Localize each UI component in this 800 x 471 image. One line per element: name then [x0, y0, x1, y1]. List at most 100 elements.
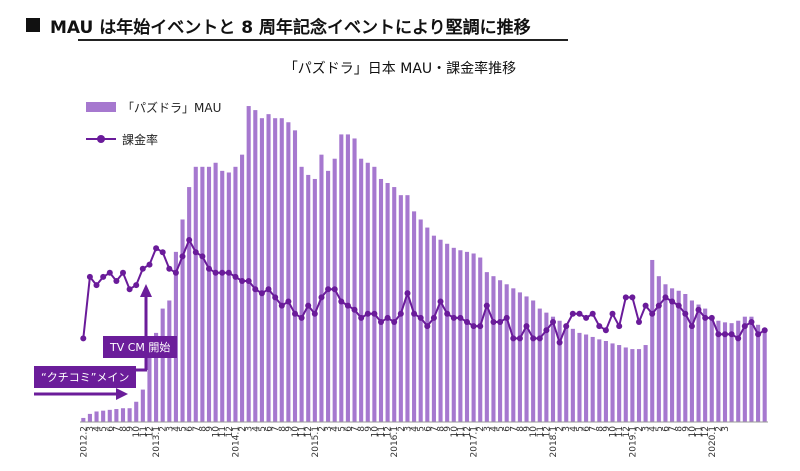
paying-rate-point — [153, 245, 160, 252]
paying-rate-point — [569, 310, 576, 317]
x-tick-label: 6 — [185, 426, 195, 432]
x-tick-label: 4 — [331, 426, 341, 432]
paying-rate-point — [682, 310, 689, 317]
x-tick-label: 2019.1 — [628, 426, 638, 458]
paying-rate-point — [464, 319, 470, 325]
x-tick-label: 2016.1 — [390, 426, 400, 458]
word-of-mouth-annotation: “クチコミ”メイン — [34, 366, 137, 388]
mau-bar — [603, 340, 608, 422]
mau-bar — [273, 118, 278, 422]
x-tick-label: 3 — [404, 426, 414, 432]
mau-bar — [722, 322, 728, 422]
x-tick-label: 3 — [245, 426, 255, 432]
paying-rate-point — [715, 331, 722, 338]
x-tick-label: 10 — [212, 426, 222, 438]
x-tick-label: 3 — [324, 426, 334, 432]
x-tick-label: 2 — [238, 426, 248, 432]
paying-rate-point — [616, 323, 623, 330]
x-tick-label: 9 — [284, 426, 294, 432]
x-tick-label: 8 — [595, 426, 605, 432]
mau-bar — [709, 316, 714, 422]
paying-rate-point — [225, 269, 232, 276]
mau-bar — [504, 284, 509, 422]
x-tick-label: 11 — [456, 426, 466, 437]
mau-bar — [531, 300, 536, 422]
legend-item-mau: 「パズドラ」MAU — [86, 98, 221, 116]
paying-rate-point — [133, 282, 140, 289]
x-tick-label: 8 — [278, 426, 288, 432]
x-tick-label: 2 — [476, 426, 486, 432]
tv-cm-arrow-head — [140, 284, 152, 297]
paying-rate-point — [503, 314, 510, 321]
paying-rate-point — [688, 323, 695, 330]
paying-rate-point — [424, 323, 431, 330]
x-tick-label: 9 — [126, 426, 136, 432]
paying-rate-point — [338, 298, 345, 305]
x-tick-label: 11 — [218, 426, 228, 437]
mau-bar — [557, 320, 562, 422]
paying-rate-point — [722, 331, 728, 338]
paying-rate-point — [86, 273, 93, 280]
mau-bar — [266, 114, 271, 423]
x-tick-label: 4 — [490, 426, 500, 432]
paying-rate-point — [252, 286, 259, 293]
paying-rate-point — [708, 314, 715, 321]
x-tick-label: 5 — [655, 426, 665, 432]
x-tick-label: 12 — [622, 426, 632, 437]
paying-rate-point — [662, 294, 669, 301]
mau-bar — [742, 316, 747, 422]
mau-bar — [392, 187, 397, 422]
x-tick-label: 2018.1 — [549, 426, 559, 458]
paying-rate-point — [258, 290, 265, 297]
paying-rate-point — [477, 323, 484, 330]
x-tick-label: 12 — [701, 426, 711, 437]
mau-bar — [193, 166, 198, 422]
x-tick-label: 5 — [179, 426, 189, 432]
paying-rate-point — [219, 269, 226, 276]
mau-bar — [517, 292, 522, 422]
x-tick-label: 7 — [509, 426, 519, 432]
x-tick-label: 6 — [423, 426, 433, 432]
paying-rate-point — [543, 327, 550, 334]
x-tick-label: 3 — [642, 426, 652, 432]
x-tick-label: 9 — [205, 426, 215, 432]
paying-rate-point — [325, 286, 332, 293]
mau-bar — [359, 158, 364, 422]
x-tick-label: 3 — [86, 426, 96, 432]
x-tick-label: 2017.1 — [470, 426, 480, 458]
mau-bar — [213, 162, 218, 422]
x-tick-label: 7 — [430, 426, 440, 432]
x-tick-label: 6 — [503, 426, 513, 432]
tv-cm-annotation: TV CM 開始 — [103, 336, 178, 358]
paying-rate-point — [100, 273, 107, 280]
paying-rate-point — [563, 323, 570, 330]
paying-rate-point — [437, 298, 444, 305]
paying-rate-point — [344, 302, 351, 309]
x-tick-label: 11 — [139, 426, 149, 437]
x-tick-label: 4 — [172, 426, 182, 432]
paying-rate-point — [642, 302, 649, 309]
paying-rate-point — [179, 253, 186, 260]
mau-bar — [491, 276, 496, 422]
mau-bar — [438, 239, 443, 422]
mau-bar — [246, 106, 251, 423]
paying-rate-point — [755, 331, 762, 338]
x-tick-label: 9 — [602, 426, 612, 432]
x-tick-label: 9 — [443, 426, 453, 432]
paying-rate-line — [82, 237, 766, 346]
mau-bar — [94, 411, 99, 422]
mau-bar — [259, 118, 264, 422]
x-tick-label: 10 — [450, 426, 460, 438]
paying-rate-point — [146, 261, 153, 268]
x-tick-label: 2012.2 — [79, 426, 89, 458]
x-tick-label: 7 — [192, 426, 202, 432]
mau-bar — [762, 331, 767, 422]
mau-bar — [610, 343, 615, 422]
mau-bar — [537, 308, 542, 422]
paying-rate-point — [364, 310, 371, 317]
x-tick-label: 7 — [351, 426, 361, 432]
mau-bar — [498, 280, 503, 422]
heading-text: MAU は年始イベントと 8 周年記念イベントにより堅調に推移 — [50, 17, 531, 38]
x-tick-label: 5 — [496, 426, 506, 432]
paying-rate-point — [120, 269, 126, 276]
